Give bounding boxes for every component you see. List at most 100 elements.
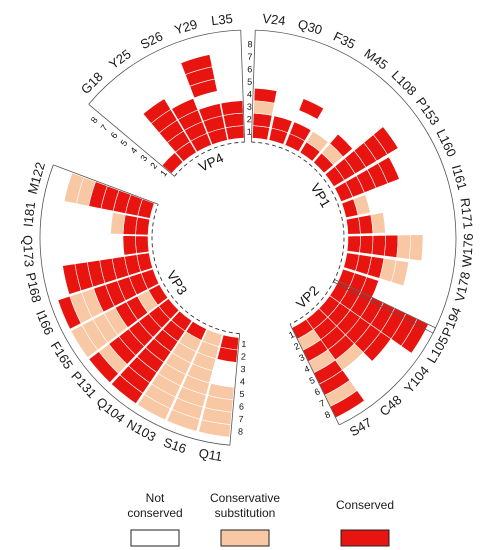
cell-vp2-c48-ring5 bbox=[334, 343, 364, 371]
cell-vp3-m122-ring7 bbox=[63, 172, 85, 205]
ring-number-vp3-6: 6 bbox=[239, 402, 244, 412]
cell-vp1-v24-ring1 bbox=[252, 125, 271, 141]
legend-swatch-2 bbox=[340, 529, 390, 547]
legend-label-1-1: substitution bbox=[215, 506, 276, 520]
ring-number-vp4-8: 8 bbox=[89, 115, 100, 125]
legend-label-0-0: Not bbox=[146, 491, 165, 505]
segment-edge-vp2-1 bbox=[289, 324, 340, 426]
cell-vp4-l35-ring2 bbox=[222, 112, 244, 129]
ring-number-vp1-1: 1 bbox=[247, 127, 252, 137]
cell-vp1-f35-ring2 bbox=[289, 121, 312, 142]
residue-label-l35: L35 bbox=[210, 11, 233, 28]
cell-vp4-s26-ring4 bbox=[171, 97, 199, 121]
ring-number-vp2-4: 4 bbox=[303, 364, 312, 375]
cell-vp3-q11-ring2 bbox=[216, 346, 238, 363]
ring-number-vp1-5: 5 bbox=[247, 77, 252, 87]
ring-number-vp2-5: 5 bbox=[308, 375, 317, 386]
inner-dashed-arc-vp4 bbox=[174, 141, 245, 177]
cells-layer bbox=[57, 54, 429, 438]
residue-label-v178: V178 bbox=[452, 270, 473, 303]
cell-vp1-w176-ring2 bbox=[359, 235, 374, 255]
residue-label-m122: M122 bbox=[25, 160, 48, 195]
residue-label-p168: P168 bbox=[23, 271, 44, 304]
cell-vp1-w176-ring3 bbox=[371, 235, 386, 257]
residue-label-q104: Q104 bbox=[94, 394, 128, 426]
segment-edge-vp1-0 bbox=[250, 30, 256, 143]
residue-label-i161: I161 bbox=[449, 163, 470, 191]
cell-vp3-p168-ring7 bbox=[62, 263, 82, 295]
cell-vp1-v24-ring3 bbox=[253, 100, 275, 116]
cell-vp1-w176-ring6 bbox=[408, 234, 424, 262]
cell-vp3-q104-ring8 bbox=[110, 374, 144, 405]
ring-number-vp4-1: 1 bbox=[158, 168, 169, 178]
outer-border-vp1 bbox=[255, 29, 457, 334]
cell-vp3-q11-ring8 bbox=[198, 419, 232, 438]
segment-edge-vp3-0 bbox=[229, 333, 241, 446]
cell-vp4-l35-ring1 bbox=[225, 125, 245, 141]
ring-number-vp2-2: 2 bbox=[292, 341, 301, 352]
segment-edge-vp4-0 bbox=[88, 103, 175, 177]
ring-number-vp4-6: 6 bbox=[109, 130, 120, 140]
cell-vp1-v178-ring5 bbox=[390, 259, 410, 287]
residue-label-r171: R171 bbox=[457, 197, 475, 230]
frame-layer bbox=[39, 29, 457, 446]
residue-label-i166: I166 bbox=[33, 308, 57, 337]
ring-number-vp3-3: 3 bbox=[240, 364, 245, 374]
cell-vp2-y104-ring6 bbox=[362, 331, 392, 362]
ring-number-vp4-5: 5 bbox=[119, 138, 130, 148]
residue-label-f165: F165 bbox=[48, 339, 76, 372]
segment-edge-vp2-0 bbox=[334, 279, 436, 329]
ring-number-vp3-7: 7 bbox=[238, 414, 243, 424]
cell-vp3-i181-ring2 bbox=[122, 214, 138, 235]
cell-vp3-s16-ring8 bbox=[166, 409, 201, 432]
segment-edge-vp4-1 bbox=[240, 30, 246, 143]
segment-label-vp3: VP3 bbox=[164, 268, 190, 298]
residue-label-y25: Y25 bbox=[106, 46, 134, 72]
cell-vp1-f35-ring4 bbox=[298, 98, 325, 120]
ring-number-vp1-2: 2 bbox=[247, 114, 252, 124]
residue-label-l105: L105 bbox=[424, 333, 452, 366]
ring-number-vp3-5: 5 bbox=[239, 389, 244, 399]
cell-vp1-r171-ring3 bbox=[370, 212, 386, 234]
ring-number-vp4-4: 4 bbox=[128, 145, 139, 155]
segment-edge-vp1-1 bbox=[333, 281, 434, 334]
ring-number-vp4-7: 7 bbox=[99, 123, 110, 133]
legend-label-2-0: Conserved bbox=[336, 498, 394, 512]
cell-vp1-m45-ring2 bbox=[306, 130, 329, 153]
segment-label-vp2: VP2 bbox=[293, 283, 322, 312]
residue-label-n103: N103 bbox=[124, 416, 158, 444]
residue-label-s16: S16 bbox=[162, 435, 189, 457]
residue-label-s26: S26 bbox=[138, 28, 165, 52]
ring-number-vp4-2: 2 bbox=[148, 161, 159, 171]
ring-number-vp3-8: 8 bbox=[238, 427, 243, 437]
residue-label-p153: P153 bbox=[413, 94, 443, 127]
legend-swatch-1 bbox=[220, 529, 270, 547]
cell-vp4-y29-ring7 bbox=[180, 54, 213, 76]
cell-vp4-l35-ring3 bbox=[220, 100, 244, 116]
ring-number-vp2-1: 1 bbox=[287, 329, 296, 340]
cell-vp1-v24-ring4 bbox=[253, 87, 278, 104]
cell-vp3-q173-ring1 bbox=[135, 235, 150, 254]
segment-label-vp4: VP4 bbox=[196, 150, 226, 175]
cell-vp1-l160-ring5 bbox=[377, 156, 400, 184]
residue-label-c48: C48 bbox=[377, 392, 405, 419]
cell-vp3-n103-ring8 bbox=[137, 393, 171, 421]
cell-vp1-w176-ring4 bbox=[383, 234, 399, 258]
residue-label-p194: P194 bbox=[439, 305, 464, 339]
ring-number-vp1-6: 6 bbox=[247, 64, 252, 74]
legend-label-0-1: conserved bbox=[127, 506, 182, 520]
residue-label-i181: I181 bbox=[20, 201, 38, 228]
residue-label-g18: G18 bbox=[78, 69, 106, 97]
outer-border-vp2 bbox=[339, 327, 436, 426]
segment-edge-vp3-1 bbox=[53, 164, 159, 205]
cell-vp3-i181-ring3 bbox=[110, 212, 126, 235]
ring-number-vp2-7: 7 bbox=[318, 398, 327, 409]
residue-label-q30: Q30 bbox=[296, 16, 324, 37]
inner-dashed-arc-vp2 bbox=[289, 279, 335, 325]
residue-label-y29: Y29 bbox=[173, 16, 199, 37]
legend-label-1-0: Conservative bbox=[210, 491, 280, 505]
residue-label-w176: W176 bbox=[459, 233, 476, 268]
ring-number-vp3-4: 4 bbox=[240, 377, 245, 387]
cell-vp3-i181-ring1 bbox=[135, 216, 151, 236]
